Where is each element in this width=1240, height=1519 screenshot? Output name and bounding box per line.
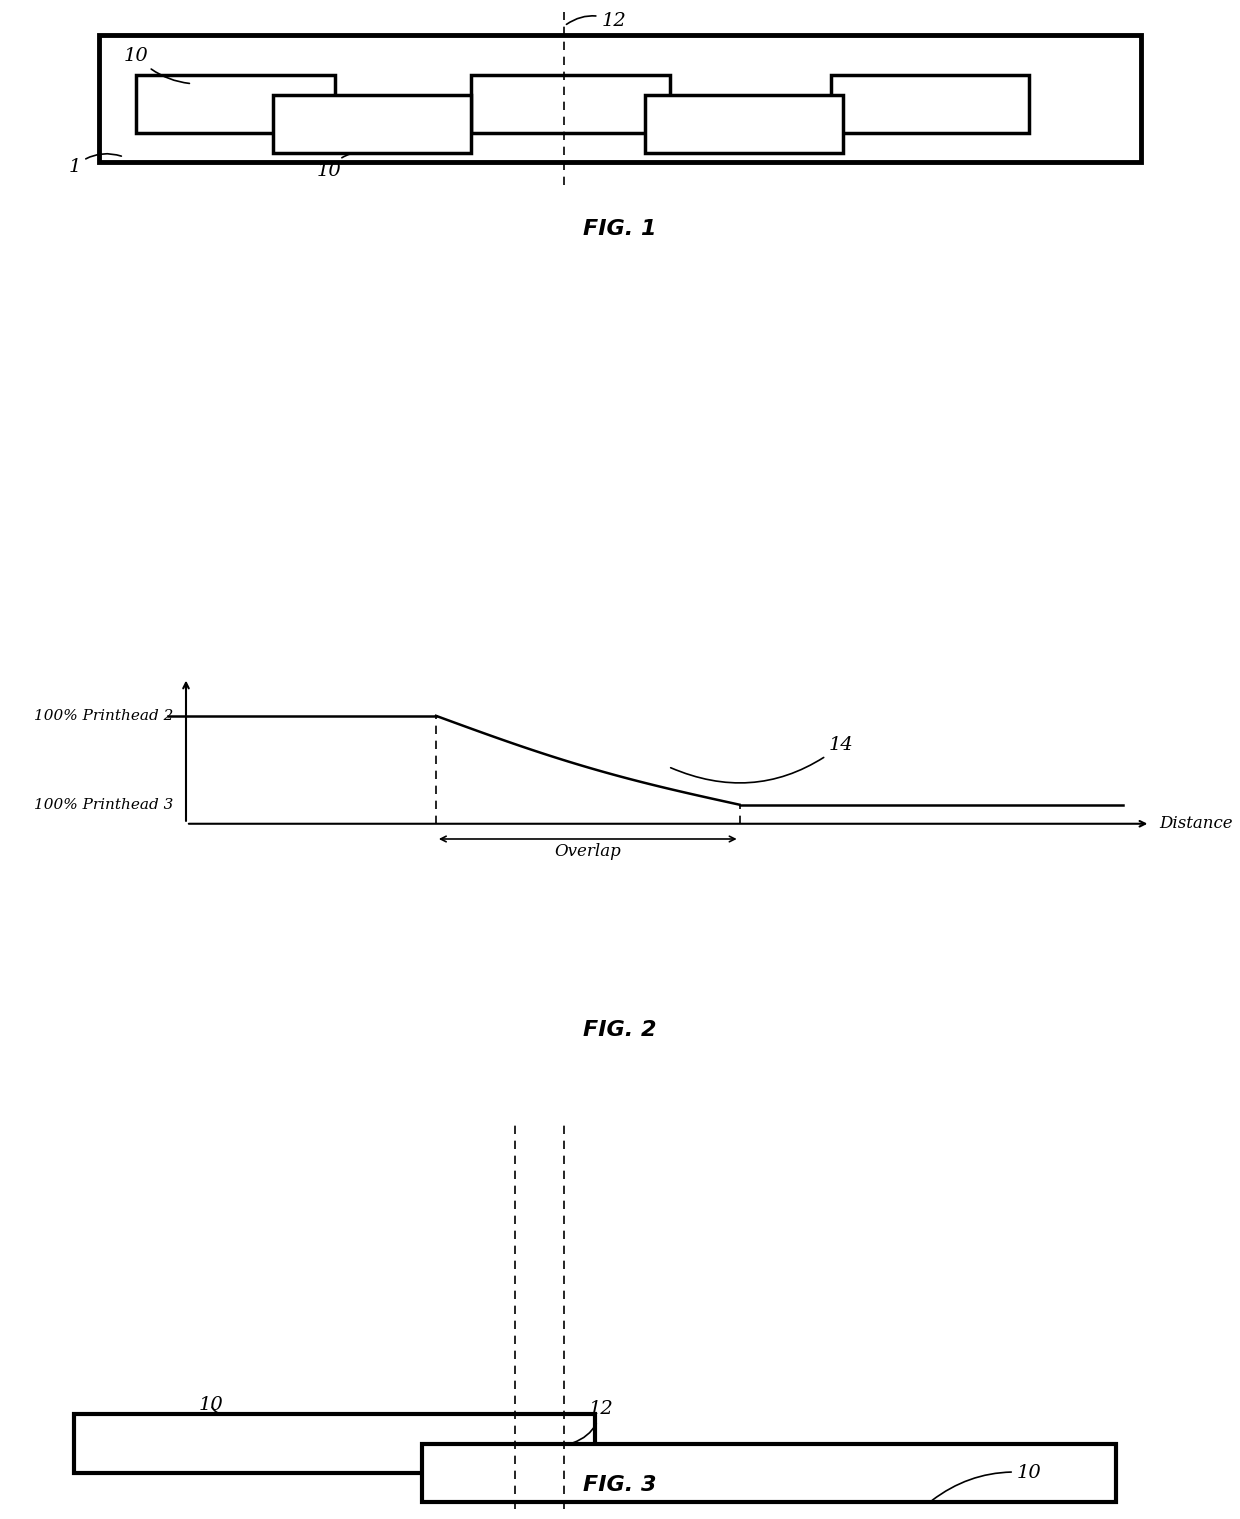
Text: 1: 1 bbox=[68, 153, 122, 176]
Text: 100% Printhead 2: 100% Printhead 2 bbox=[35, 709, 174, 723]
FancyBboxPatch shape bbox=[645, 96, 843, 153]
Text: 100% Printhead 3: 100% Printhead 3 bbox=[35, 797, 174, 811]
Text: 10: 10 bbox=[198, 1396, 223, 1414]
Text: 10: 10 bbox=[316, 153, 351, 181]
Text: FIG. 2: FIG. 2 bbox=[583, 1021, 657, 1041]
Text: FIG. 3: FIG. 3 bbox=[583, 1475, 657, 1495]
Text: Overlap: Overlap bbox=[554, 843, 621, 860]
FancyBboxPatch shape bbox=[273, 96, 471, 153]
Text: 12: 12 bbox=[567, 12, 626, 30]
FancyBboxPatch shape bbox=[99, 35, 1141, 161]
Text: 14: 14 bbox=[671, 737, 853, 782]
Text: 10: 10 bbox=[932, 1464, 1042, 1501]
FancyBboxPatch shape bbox=[831, 74, 1029, 132]
Text: 12: 12 bbox=[573, 1401, 614, 1443]
FancyBboxPatch shape bbox=[471, 74, 670, 132]
FancyBboxPatch shape bbox=[136, 74, 335, 132]
FancyBboxPatch shape bbox=[74, 1414, 595, 1473]
Text: Distance: Distance bbox=[1159, 816, 1233, 832]
Text: FIG. 1: FIG. 1 bbox=[583, 219, 657, 240]
FancyBboxPatch shape bbox=[422, 1443, 1116, 1502]
Text: 10: 10 bbox=[124, 47, 190, 84]
